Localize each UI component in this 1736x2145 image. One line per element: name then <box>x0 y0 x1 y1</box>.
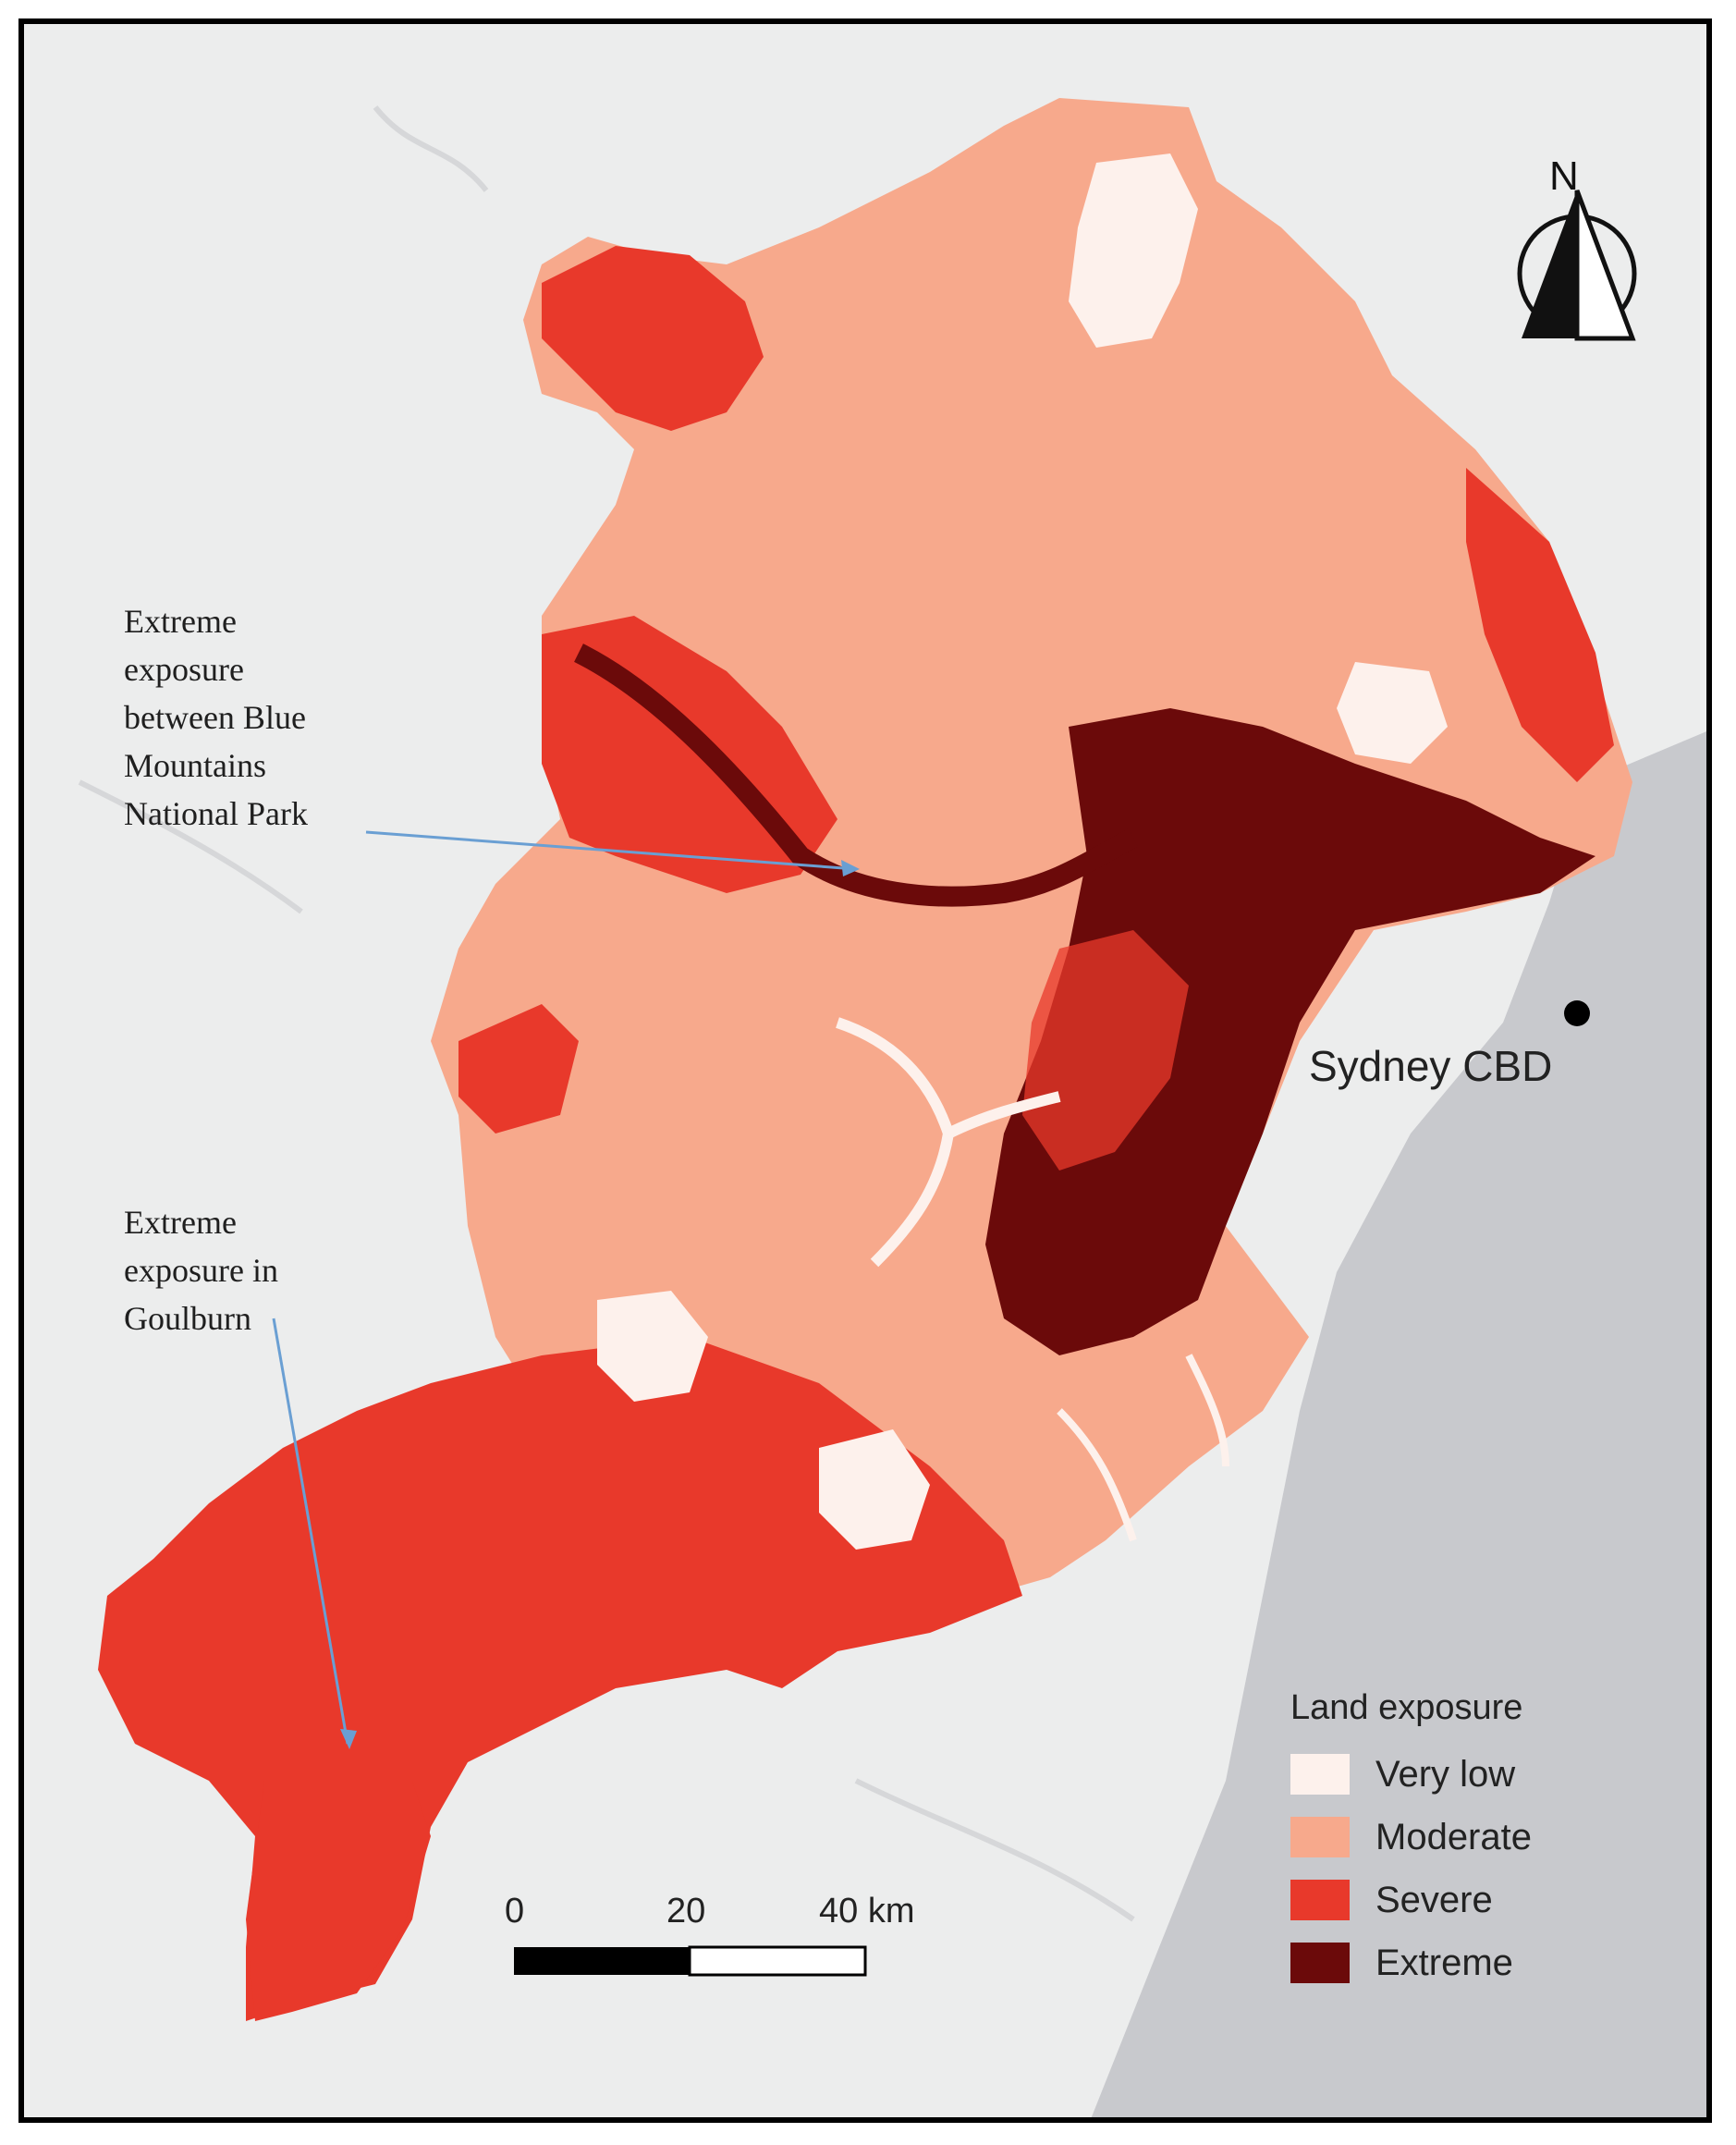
arrowhead-goulburn <box>340 1729 357 1749</box>
legend-title: Land exposure <box>1290 1688 1523 1727</box>
region-severe-northwest <box>542 246 764 431</box>
scale-bar-black-segment <box>514 1947 690 1975</box>
north-arrow-left <box>1522 190 1577 338</box>
scale-bar-white-segment <box>688 1945 867 1977</box>
annotation-line: Mountains <box>124 747 267 784</box>
legend-label: Moderate <box>1375 1816 1532 1857</box>
scale-label-20: 20 <box>666 1892 706 1930</box>
legend-item-very-low: Very low <box>1290 1743 1595 1806</box>
sydney-cbd-marker <box>1564 1000 1590 1026</box>
background-river <box>78 105 1135 1922</box>
legend-item-severe: Severe <box>1290 1869 1595 1931</box>
annotation-line: exposure <box>124 651 244 688</box>
region-very-low-east <box>1337 662 1448 764</box>
region-extreme-core <box>985 708 1595 1355</box>
annotation-goulburn: Extreme exposure in Goulburn <box>124 1198 401 1342</box>
region-severe-east <box>1466 468 1614 782</box>
legend-swatch <box>1290 1817 1350 1857</box>
annotation-blue-mountains: Extreme exposure between Blue Mountains … <box>124 597 401 838</box>
region-very-low-south <box>597 1291 708 1402</box>
region-moderate <box>431 98 1632 1614</box>
annotation-line: Goulburn <box>124 1300 251 1337</box>
annotation-line: Extreme <box>124 1204 237 1241</box>
region-very-low-southeast <box>819 1429 930 1550</box>
region-severe-core-mix <box>1022 930 1189 1171</box>
legend: Land exposure Very low Moderate Severe E… <box>1290 1688 1595 1994</box>
annotation-line: exposure in <box>124 1252 278 1289</box>
region-very-low-northeast <box>1069 153 1198 348</box>
sydney-cbd-label: Sydney CBD <box>1309 1042 1553 1090</box>
scale-label-40: 40 km <box>819 1892 915 1930</box>
region-extreme-corridor <box>574 644 1138 907</box>
annotation-arrow-goulburn <box>272 1318 349 1745</box>
north-letter: N <box>1549 153 1579 199</box>
annotation-line: National Park <box>124 795 308 832</box>
legend-label: Extreme <box>1375 1942 1513 1983</box>
annotation-arrow-blue-mountains <box>365 830 857 871</box>
map-frame: N Extreme exposure between Blue Mountain… <box>18 18 1712 2123</box>
scale-label-0: 0 <box>505 1892 525 1930</box>
river-white-southeast <box>1057 1354 1229 1542</box>
legend-swatch <box>1290 1754 1350 1795</box>
region-severe-west-small <box>458 1004 579 1134</box>
north-arrow-right <box>1574 190 1636 341</box>
legend-item-moderate: Moderate <box>1290 1806 1595 1869</box>
region-severe-south-tail <box>246 1781 431 2021</box>
legend-label: Very low <box>1375 1753 1516 1795</box>
arrowhead-blue-mountains <box>841 860 860 876</box>
map-canvas <box>78 98 1706 2117</box>
sea-area <box>1091 731 1706 2117</box>
legend-swatch <box>1290 1943 1350 1983</box>
legend-label: Severe <box>1375 1879 1493 1920</box>
river-white <box>836 1017 1061 1268</box>
legend-swatch <box>1290 1880 1350 1920</box>
annotation-line: Extreme <box>124 603 237 640</box>
annotation-line: between Blue <box>124 699 306 736</box>
legend-item-extreme: Extreme <box>1290 1931 1595 1994</box>
